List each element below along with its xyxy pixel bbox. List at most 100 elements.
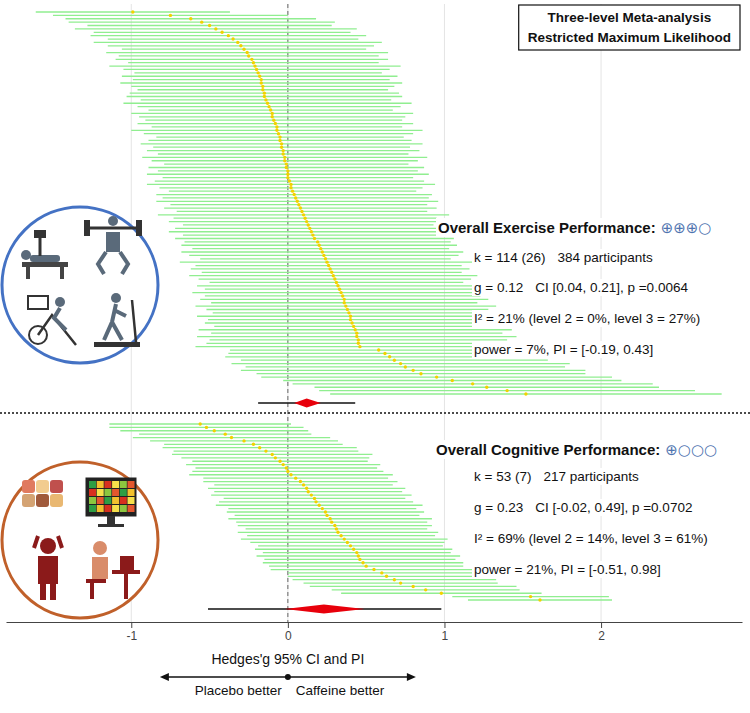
effect-point (380, 571, 383, 574)
stat-text: CI [0.04, 0.21], p =0.0064 (535, 280, 688, 295)
icon-shape (111, 293, 121, 303)
stat-text-group: 217 participants (541, 468, 641, 485)
effect-point (344, 304, 347, 307)
effect-point (404, 365, 407, 368)
effect-point (258, 75, 261, 78)
icon-shape (50, 494, 63, 507)
stat-text-group: I² = 69% (level 2 = 14%, level 3 = 61%) (472, 530, 710, 547)
effect-point (336, 284, 339, 287)
effect-point (275, 129, 278, 132)
effect-point (352, 548, 355, 551)
effect-point (310, 493, 313, 496)
icon-shape (89, 505, 96, 512)
summary-diamond (285, 605, 365, 614)
icon-shape (94, 342, 140, 347)
icon-frame (2, 462, 158, 618)
text-patch (472, 468, 533, 485)
text-patch (472, 249, 547, 266)
effect-point (440, 592, 443, 595)
effect-point (328, 517, 331, 520)
method-subtitle-group: Restricted Maximum Likelihood (528, 30, 731, 45)
x-tick: 0 (285, 622, 292, 643)
icon-shape (30, 255, 60, 262)
text-patch (555, 249, 655, 266)
icon-shape (55, 297, 65, 307)
effect-point (335, 281, 338, 284)
effect-point (227, 34, 230, 37)
effect-point (252, 443, 255, 446)
effect-point (274, 456, 277, 459)
summary-diamond (294, 399, 321, 408)
icon-shape (136, 220, 142, 236)
effect-point (310, 230, 313, 233)
effect-point (302, 213, 305, 216)
effect-point (411, 585, 414, 588)
icon-shape (40, 584, 46, 600)
effect-point (278, 135, 281, 138)
stat-text-group: I² = 21% (level 2 = 0%, level 3 = 27%) (472, 310, 702, 327)
effect-point (346, 308, 349, 311)
effect-point (305, 487, 308, 490)
text-patch (663, 440, 719, 460)
direction-label: Caffeine better (296, 683, 385, 698)
stat-text-group: k = 114 (26) (472, 249, 547, 266)
icon-shape (128, 481, 135, 488)
effect-point (260, 78, 263, 81)
text-patch (533, 499, 694, 516)
icon-shape (128, 489, 135, 496)
effect-point (189, 17, 192, 20)
effect-point (327, 264, 330, 267)
effect-point (314, 500, 317, 503)
effect-point (256, 71, 259, 74)
icon-shape (60, 267, 64, 279)
effect-point (322, 254, 325, 257)
effect-point (385, 575, 388, 578)
x-tick: -1 (126, 622, 137, 643)
effect-point (278, 460, 281, 463)
effect-point (250, 58, 253, 61)
effect-point (355, 551, 358, 554)
effect-point (300, 210, 303, 213)
effect-point (230, 436, 233, 439)
effect-point (213, 429, 216, 432)
effect-point (333, 277, 336, 280)
effect-point (261, 85, 264, 88)
effect-point (208, 24, 211, 27)
effect-point (274, 122, 277, 125)
effect-point (347, 311, 350, 314)
icon-shape (112, 489, 119, 496)
effect-point (299, 480, 302, 483)
x-tick-label: 1 (442, 629, 449, 643)
stat-text: I² = 21% (level 2 = 0%, level 3 = 27%) (474, 311, 700, 326)
effect-point (283, 156, 286, 159)
effect-point (280, 146, 283, 149)
icon-shape (50, 480, 63, 493)
stat-text-group: power = 21%, PI = [-0.51, 0.98] (472, 561, 663, 578)
effect-point (357, 554, 360, 557)
panel-title: Overall Cognitive Performance: (436, 441, 660, 458)
effect-point (388, 355, 391, 358)
effect-point (524, 392, 527, 395)
effect-point (281, 463, 284, 466)
icon-shape (93, 541, 107, 555)
panel-title-group: Overall Cognitive Performance: (434, 440, 662, 459)
effect-point (264, 449, 267, 452)
stat-text: 217 participants (543, 469, 639, 484)
icon-shape (104, 497, 111, 504)
series-0 (36, 10, 722, 407)
text-patch (434, 440, 662, 459)
effect-point (328, 267, 331, 270)
x-axis-title-group: Hedges'g 95% CI and PI (211, 651, 364, 667)
effect-point (200, 20, 203, 23)
effect-point (399, 581, 402, 584)
effect-point (296, 200, 299, 203)
effect-point (330, 520, 333, 523)
effect-point (339, 534, 342, 537)
effect-point (411, 369, 414, 372)
effect-point (471, 382, 474, 385)
icon-shape (104, 505, 111, 512)
effect-point (236, 41, 239, 44)
icon-shape (89, 497, 96, 504)
effect-point (198, 422, 201, 425)
icon-frame (2, 207, 158, 363)
